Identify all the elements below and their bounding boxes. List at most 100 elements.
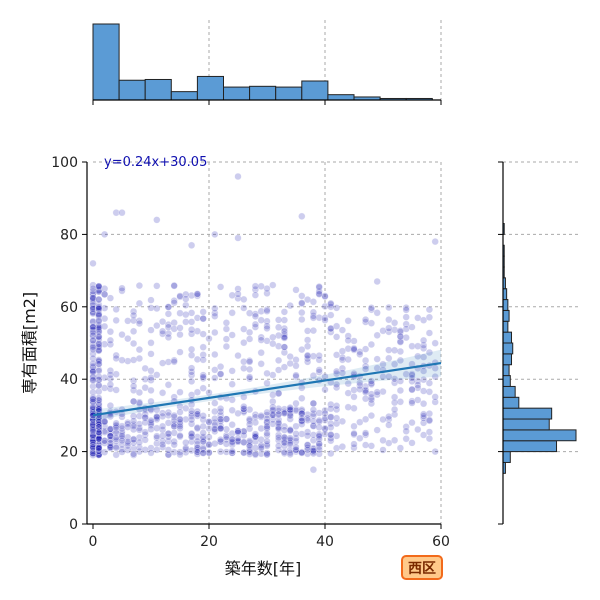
data-point <box>187 309 196 317</box>
data-point <box>170 441 178 449</box>
data-point <box>193 355 202 364</box>
x-hist-bar <box>327 94 355 101</box>
data-point <box>205 433 213 441</box>
data-point <box>245 358 254 366</box>
data-point <box>100 428 109 436</box>
data-point <box>106 336 115 345</box>
y-hist-bar <box>502 309 510 322</box>
data-point <box>298 299 306 307</box>
data-point <box>216 415 225 423</box>
regression-equation: y=0.24x+30.05 <box>104 155 207 170</box>
data-point <box>269 281 277 289</box>
data-point <box>176 330 184 339</box>
data-point <box>95 282 103 291</box>
data-point <box>350 345 358 353</box>
data-point <box>100 384 109 392</box>
data-point <box>431 447 439 456</box>
y-hist-bar <box>502 429 577 442</box>
data-point <box>269 371 277 379</box>
data-point <box>135 319 144 328</box>
data-point <box>95 444 103 452</box>
data-point <box>106 443 115 451</box>
data-point <box>228 406 236 414</box>
data-point <box>274 389 283 397</box>
data-point <box>170 393 178 401</box>
data-point <box>164 310 173 318</box>
data-point <box>106 432 115 440</box>
data-point <box>106 380 115 389</box>
data-point <box>199 384 207 392</box>
data-point <box>124 420 132 428</box>
data-point <box>164 446 173 454</box>
data-point <box>118 284 126 292</box>
data-point <box>292 434 300 442</box>
data-point <box>176 418 184 426</box>
data-point <box>141 375 149 383</box>
data-point <box>100 290 109 299</box>
data-point <box>216 438 225 446</box>
data-point <box>170 297 178 305</box>
data-point <box>321 424 329 433</box>
data-point <box>234 437 242 445</box>
data-point <box>292 399 300 408</box>
data-point <box>112 370 120 378</box>
data-point <box>361 415 370 423</box>
data-point <box>251 291 260 299</box>
data-point <box>187 291 196 300</box>
data-point <box>396 332 405 341</box>
data-point <box>321 385 329 394</box>
data-point <box>263 322 271 330</box>
data-point <box>419 367 428 375</box>
data-point <box>390 360 399 368</box>
data-point <box>228 449 236 457</box>
data-point <box>408 323 416 331</box>
data-point <box>292 286 300 294</box>
data-point <box>112 386 120 394</box>
data-point <box>147 386 155 395</box>
data-point <box>228 396 236 404</box>
data-point <box>199 422 207 431</box>
data-point <box>228 380 236 388</box>
data-point <box>303 336 312 344</box>
data-point <box>89 368 97 376</box>
data-point <box>100 230 109 239</box>
data-point <box>280 426 289 434</box>
y-tick-label: 40 <box>60 372 78 388</box>
data-point <box>89 451 97 459</box>
data-point <box>164 358 173 366</box>
data-point <box>274 316 283 324</box>
data-point <box>274 405 283 413</box>
data-point <box>309 298 318 306</box>
data-point <box>280 436 289 444</box>
data-point <box>234 428 242 437</box>
data-point <box>153 321 161 330</box>
data-point <box>280 405 289 413</box>
data-point <box>414 314 422 322</box>
data-point <box>222 415 231 423</box>
data-point <box>251 323 260 331</box>
data-point <box>315 352 323 360</box>
data-point <box>385 421 393 429</box>
data-point <box>251 418 260 427</box>
data-point <box>373 364 381 372</box>
x-tick-label: 20 <box>200 534 218 550</box>
data-point <box>315 290 323 298</box>
data-point <box>396 347 405 356</box>
data-point <box>414 384 422 392</box>
data-point <box>193 446 202 454</box>
data-point <box>245 373 254 381</box>
data-point <box>367 396 376 404</box>
data-point <box>245 420 254 428</box>
data-point <box>263 307 271 315</box>
data-point <box>216 405 225 413</box>
data-point <box>147 416 155 425</box>
data-point <box>95 396 103 404</box>
data-point <box>390 405 399 414</box>
x-tick-label: 0 <box>89 534 98 550</box>
data-point <box>315 423 323 432</box>
data-point <box>274 415 283 424</box>
data-point <box>95 287 103 296</box>
data-point <box>211 312 219 320</box>
data-point <box>419 400 428 408</box>
data-point <box>216 283 225 291</box>
